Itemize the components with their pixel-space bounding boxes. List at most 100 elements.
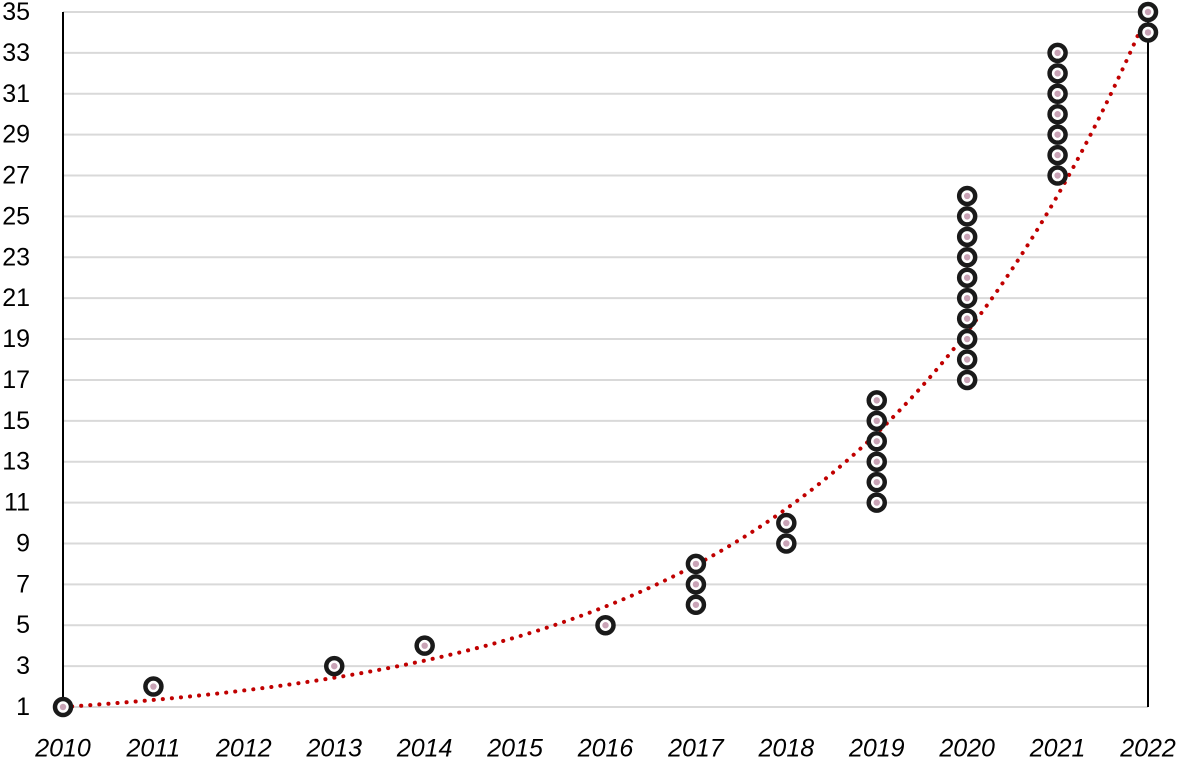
data-point-center	[963, 335, 971, 343]
data-point-center	[783, 519, 790, 527]
data-point	[956, 247, 978, 268]
data-point-center	[963, 315, 971, 322]
x-tick-label: 2013	[305, 735, 362, 761]
x-tick-label: 2010	[34, 735, 91, 761]
data-point-center	[1054, 90, 1061, 97]
data-point	[956, 308, 978, 329]
data-point-center	[1144, 29, 1152, 36]
data-point	[1047, 103, 1068, 125]
x-tick-labels: 2010 2011 2012 2013 2014 2015 2016 2017 2018 2019…	[34, 735, 1176, 761]
data-point-center	[59, 703, 67, 711]
axes	[62, 12, 1149, 707]
data-point	[685, 594, 707, 616]
data-point	[324, 655, 345, 677]
x-tick-label: 2016	[577, 735, 634, 761]
data-point-center	[692, 581, 700, 588]
data-point	[866, 390, 887, 411]
y-tick-label: 1	[16, 693, 30, 721]
y-tick-label: 33	[2, 39, 30, 67]
data-point	[866, 431, 887, 452]
x-tick-label: 2011	[126, 735, 181, 761]
x-tick-label: 2018	[758, 735, 815, 761]
gridlines	[63, 11, 1148, 708]
data-point	[1047, 144, 1068, 166]
data-point-center	[1054, 111, 1061, 118]
x-tick-label: 2014	[396, 735, 453, 761]
data-point	[866, 471, 887, 493]
data-point	[956, 206, 978, 227]
data-point-center	[1054, 172, 1061, 179]
data-point-center	[331, 662, 338, 670]
data-point	[956, 185, 978, 207]
data-point	[1137, 22, 1159, 43]
y-tick-label: 11	[4, 489, 30, 517]
data-point-center	[963, 294, 971, 302]
data-point-center	[873, 478, 880, 486]
data-point	[52, 696, 74, 718]
y-tick-label: 17	[2, 366, 30, 394]
data-point	[776, 533, 797, 554]
y-tick-label: 27	[2, 162, 30, 190]
data-point	[685, 553, 707, 575]
data-point	[866, 492, 887, 513]
data-point	[866, 451, 887, 472]
data-point-center	[963, 274, 971, 281]
data-point	[956, 287, 978, 309]
data-point-center	[602, 622, 609, 629]
data-point	[956, 349, 978, 370]
y-tick-label: 15	[2, 407, 30, 435]
trendline-group	[61, 10, 1150, 709]
x-tick-label: 2022	[1119, 735, 1176, 761]
data-point-center	[963, 233, 971, 241]
trendline	[61, 10, 1150, 709]
data-point-center	[873, 397, 880, 404]
data-point	[956, 267, 978, 288]
data-point-center	[421, 642, 428, 649]
data-point-center	[963, 213, 971, 220]
data-point-center	[692, 560, 700, 568]
data-point	[1047, 83, 1068, 105]
data-point-center	[963, 192, 971, 200]
data-point	[1047, 124, 1068, 145]
x-tick-label: 2020	[938, 735, 995, 761]
y-tick-label: 23	[2, 243, 30, 271]
x-tick-label: 2015	[486, 735, 543, 761]
y-tick-label: 31	[2, 80, 30, 108]
y-tick-label: 13	[2, 448, 30, 476]
data-point-center	[150, 683, 157, 690]
data-point-center	[1054, 70, 1061, 77]
y-tick-label: 35	[2, 0, 30, 26]
data-point-center	[1054, 49, 1061, 57]
data-point	[1137, 1, 1159, 23]
y-tick-label: 19	[2, 325, 30, 353]
data-point-center	[963, 376, 971, 384]
data-point	[956, 369, 978, 391]
data-points	[52, 1, 1159, 718]
y-tick-label: 9	[16, 529, 30, 557]
data-point	[866, 410, 887, 432]
y-tick-label: 5	[16, 611, 30, 639]
data-point	[1047, 165, 1068, 186]
data-point	[1047, 42, 1068, 64]
data-point	[595, 614, 616, 636]
y-tick-label: 7	[16, 570, 30, 598]
y-tick-label: 25	[2, 202, 30, 230]
data-point-center	[873, 438, 880, 445]
data-point-center	[873, 458, 880, 465]
data-point	[956, 328, 978, 350]
data-point-center	[692, 601, 700, 608]
x-tick-label: 2012	[215, 735, 272, 761]
x-tick-label: 2021	[1029, 735, 1086, 761]
x-tick-label: 2019	[848, 735, 905, 761]
data-point	[956, 226, 978, 248]
data-point-center	[963, 254, 971, 261]
data-point	[1047, 63, 1068, 84]
data-point-center	[1054, 151, 1061, 159]
data-point-center	[873, 417, 880, 425]
y-tick-label: 29	[2, 121, 30, 149]
x-tick-label: 2017	[667, 735, 725, 761]
data-point-center	[873, 499, 880, 506]
data-point	[776, 512, 797, 534]
